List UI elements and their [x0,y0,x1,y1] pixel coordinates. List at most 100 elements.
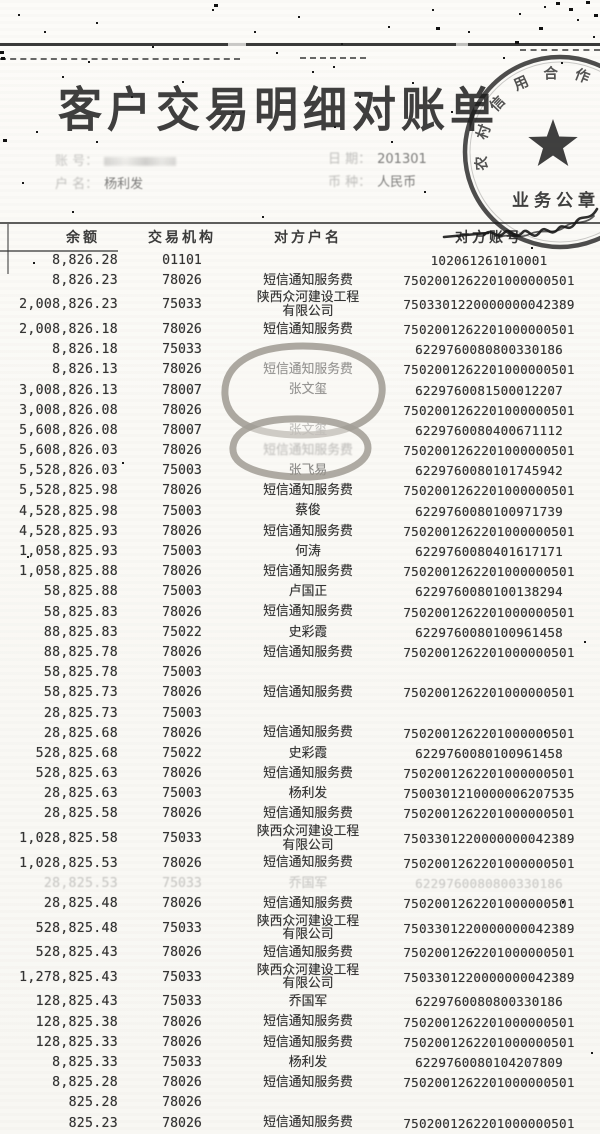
counterparty-account-cell: 7502001262201000000501 [403,896,575,912]
balance-cell: 3,008,826.13 [19,382,118,398]
table-row: 58,825.73 78026 短信通知服务费 7502001262201000… [0,683,600,703]
date-line: 日 期： 201301 [328,148,427,171]
balance-cell: 28,825.48 [43,896,118,912]
counterparty-account-cell: 6229760080800330186 [415,994,563,1010]
balance-cell: 5,608,826.03 [19,443,118,459]
branch-cell: 75033 [162,920,202,936]
balance-cell: 8,825.28 [52,1075,118,1091]
balance-cell: 5,528,826.03 [19,463,118,479]
counterparty-account-cell: 7502001262201000000501 [403,685,575,701]
counterparty-account-cell: 6229760080100961458 [415,624,563,640]
balance-cell: 528,825.68 [35,745,118,761]
header-counterparty-account: 对方账号 [455,230,523,246]
counterparty-account-cell: 6229760080104207809 [415,1054,563,1070]
balance-cell: 528,825.63 [35,766,118,782]
counterparty-name-cell: 何涛 [295,543,321,559]
table-row: 128,825.38 78026 短信通知服务费 750200126220100… [0,1012,600,1032]
balance-cell: 58,825.78 [43,665,118,681]
balance-cell: 8,826.23 [52,272,118,288]
branch-cell: 75003 [162,786,202,802]
balance-cell: 58,825.73 [43,685,118,701]
balance-cell: 528,825.43 [35,945,118,961]
counterparty-name-cell: 短信通知服务费 [263,806,353,822]
table-row: 3,008,826.13 78007 张文玺 62297600815000122… [0,380,600,400]
counterparty-name-cell [238,342,378,357]
account-holder-block: 账 号： 户 名： 杨利发 [55,150,177,196]
table-row: 2,008,826.23 75033 陕西众河建设工程有限公司 75033012… [0,290,600,319]
counterparty-name-cell: 短信通知服务费 [263,855,353,871]
branch-cell: 78026 [162,1014,202,1030]
balance-cell: 5,528,825.98 [19,483,118,499]
counterparty-name-cell: 短信通知服务费 [263,1034,353,1050]
branch-cell: 78026 [162,806,202,822]
transaction-table: 余额 交易机构 对方户名 对方账号 8,826.28 01101 1020612… [0,222,600,1133]
balance-cell: 8,826.28 [52,252,118,268]
counterparty-account-cell: 6229760080401617171 [415,544,563,560]
branch-cell: 78026 [162,1095,202,1111]
counterparty-name-cell: 短信通知服务费 [263,272,353,288]
counterparty-name-cell: 短信通知服务费 [263,483,353,499]
branch-cell: 75033 [162,875,202,891]
branch-cell: 75003 [162,705,202,721]
counterparty-name-cell: 短信通知服务费 [263,1115,353,1131]
table-row: 528,825.63 78026 短信通知服务费 750200126220100… [0,764,600,784]
table-row: 58,825.88 75003 卢国正 6229760080100138294 [0,582,600,602]
branch-cell: 78026 [162,644,202,660]
table-row: 5,528,825.98 78026 短信通知服务费 7502001262201… [0,481,600,501]
counterparty-name-cell: 短信通知服务费 [263,321,353,337]
table-row: 28,825.48 78026 短信通知服务费 7502001262201000… [0,893,600,913]
counterparty-name-cell: 乔国军 [288,875,328,891]
illegible-account-smudge [104,157,177,166]
counterparty-name-cell: 短信通知服务费 [263,604,353,620]
date-value: 201301 [377,152,427,167]
balance-cell: 128,825.38 [35,1014,118,1030]
table-row: 28,825.58 78026 短信通知服务费 7502001262201000… [0,804,600,824]
branch-cell: 78026 [162,564,202,580]
balance-cell: 2,008,826.23 [19,297,118,313]
counterparty-name-cell: 张文玺 [288,382,328,398]
header-balance: 余额 [66,230,100,246]
branch-cell: 78026 [162,362,202,378]
branch-cell: 78026 [162,1075,202,1091]
counterparty-account-cell: 7503301220000000042389 [403,831,575,847]
counterparty-account-cell: 7502001262201000000501 [403,272,575,288]
balance-cell: 88,825.83 [43,624,118,640]
counterparty-account-cell: 7502001262201000000501 [403,362,575,378]
counterparty-account-cell: 6229760080400671112 [415,422,563,438]
branch-cell: 78026 [162,1034,202,1050]
counterparty-name-cell [238,403,378,418]
balance-cell: 528,825.48 [35,920,118,936]
date-label: 日 期： [328,152,372,167]
table-row: 8,826.13 78026 短信通知服务费 75020012622010000… [0,360,600,380]
counterparty-account-cell: 7502001262201000000501 [403,855,575,871]
counterparty-account-cell: 7502001262201000000501 [403,402,575,418]
counterparty-name-cell: 张文玺 [288,422,328,438]
branch-cell: 75033 [162,969,202,985]
table-row: 1,058,825.88 78026 短信通知服务费 7502001262201… [0,562,600,582]
branch-cell: 75022 [162,624,202,640]
scan-artifact-dashes [520,49,600,51]
table-row: 528,825.48 75033 陕西众河建设工程有限公司 7503301220… [0,914,600,943]
balance-cell: 4,528,825.93 [19,523,118,539]
table-row: 8,825.28 78026 短信通知服务费 75020012622010000… [0,1073,600,1093]
branch-cell: 78026 [162,855,202,871]
statement-rows: 8,826.28 01101 102061261010001 8,826.23 … [0,250,600,1133]
table-row: 825.23 78026 短信通知服务费 7502001262201000000… [0,1113,600,1133]
branch-cell: 78007 [162,422,202,438]
counterparty-account-cell: 7502001262201000000501 [403,766,575,782]
table-row: 28,825.63 75003 杨利发 75003012100000062075… [0,784,600,804]
counterparty-name-cell: 短信通知服务费 [263,895,353,911]
table-row: 88,825.83 75022 史彩霞 6229760080100961458 [0,622,600,642]
balance-cell: 4,528,825.98 [19,503,118,519]
branch-cell: 75033 [162,342,202,358]
balance-cell: 1,028,825.58 [19,831,118,847]
counterparty-account-cell: 6229760080800330186 [415,875,563,891]
balance-cell: 8,826.18 [52,342,118,358]
counterparty-name-cell: 短信通知服务费 [263,944,353,960]
counterparty-account-cell: 7503301220000000042389 [403,920,575,936]
balance-cell: 8,825.33 [52,1054,118,1070]
table-row: 5,608,826.03 78026 短信通知服务费 7502001262201… [0,441,600,461]
currency-label: 币 种： [328,175,372,190]
star-icon [528,119,578,166]
